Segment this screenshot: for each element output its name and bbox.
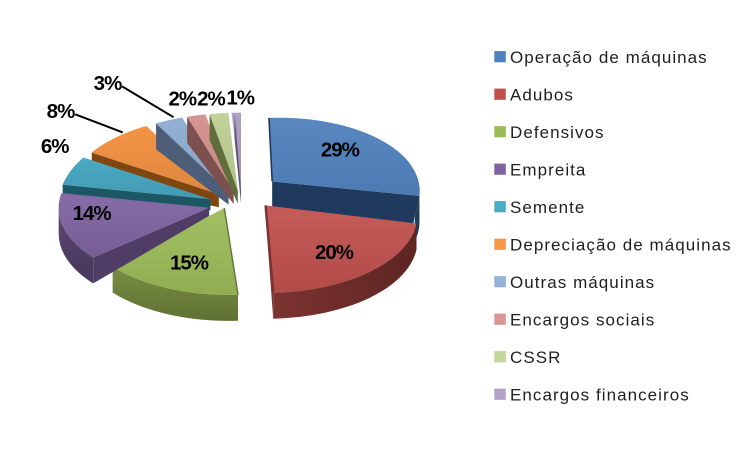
svg-text:Adubos: Adubos (510, 85, 574, 104)
svg-text:Semente: Semente (510, 198, 585, 217)
svg-text:15%: 15% (170, 252, 209, 275)
svg-text:1%: 1% (226, 87, 254, 110)
svg-text:Depreciação de máquinas: Depreciação de máquinas (510, 235, 732, 254)
svg-text:2%: 2% (197, 88, 225, 111)
svg-text:14%: 14% (73, 202, 112, 225)
svg-text:Outras máquinas: Outras máquinas (510, 273, 655, 292)
svg-text:2%: 2% (168, 88, 196, 111)
svg-text:CSSR: CSSR (510, 348, 561, 367)
svg-text:20%: 20% (315, 241, 354, 264)
svg-text:3%: 3% (94, 72, 122, 95)
svg-text:Defensivos: Defensivos (510, 123, 605, 142)
svg-text:8%: 8% (47, 100, 75, 123)
svg-text:6%: 6% (41, 135, 69, 158)
svg-text:Operação de máquinas: Operação de máquinas (510, 48, 708, 67)
svg-text:Empreita: Empreita (510, 160, 586, 179)
svg-text:Encargos financeiros: Encargos financeiros (510, 385, 690, 404)
svg-text:Encargos sociais: Encargos sociais (510, 310, 655, 329)
svg-text:29%: 29% (321, 139, 360, 162)
